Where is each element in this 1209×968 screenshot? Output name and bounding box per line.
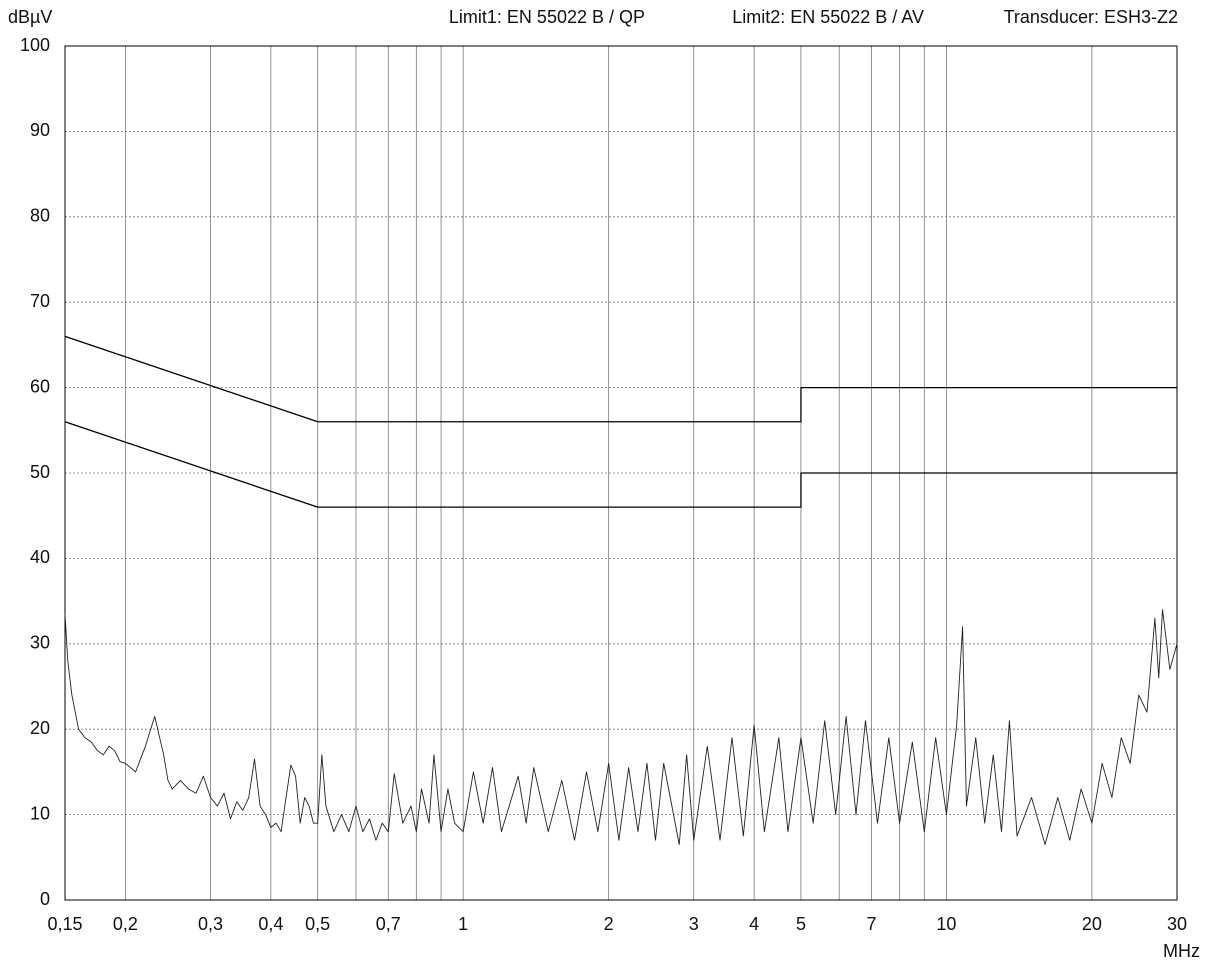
x-axis-label: MHz xyxy=(1163,941,1200,961)
x-tick-label: 5 xyxy=(796,914,806,934)
y-tick-label: 30 xyxy=(30,633,50,653)
x-tick-label: 4 xyxy=(749,914,759,934)
x-tick-label: 0,5 xyxy=(305,914,330,934)
x-tick-label: 0,15 xyxy=(47,914,82,934)
x-tick-label: 0,7 xyxy=(376,914,401,934)
y-tick-label: 100 xyxy=(20,35,50,55)
x-tick-label: 10 xyxy=(936,914,956,934)
x-tick-label: 30 xyxy=(1167,914,1187,934)
x-tick-label: 2 xyxy=(604,914,614,934)
x-tick-label: 7 xyxy=(867,914,877,934)
y-tick-label: 90 xyxy=(30,120,50,140)
transducer-label: Transducer: ESH3-Z2 xyxy=(1004,7,1178,27)
y-tick-label: 40 xyxy=(30,547,50,567)
limit1-label: Limit1: EN 55022 B / QP xyxy=(449,7,645,27)
y-tick-label: 20 xyxy=(30,718,50,738)
y-tick-label: 0 xyxy=(40,889,50,909)
series-line xyxy=(64,421,1177,508)
x-tick-label: 0,3 xyxy=(198,914,223,934)
y-axis-label: dBµV xyxy=(8,7,52,27)
limit2-label: Limit2: EN 55022 B / AV xyxy=(732,7,924,27)
x-tick-label: 20 xyxy=(1082,914,1102,934)
y-tick-label: 70 xyxy=(30,291,50,311)
x-tick-label: 1 xyxy=(458,914,468,934)
y-tick-label: 10 xyxy=(30,803,50,823)
y-tick-label: 80 xyxy=(30,206,50,226)
y-tick-label: 50 xyxy=(30,462,50,482)
x-tick-label: 0,2 xyxy=(113,914,138,934)
series-line xyxy=(64,609,1178,845)
x-tick-label: 3 xyxy=(689,914,699,934)
y-tick-label: 60 xyxy=(30,376,50,396)
x-tick-label: 0,4 xyxy=(258,914,283,934)
series-line xyxy=(64,335,1177,423)
